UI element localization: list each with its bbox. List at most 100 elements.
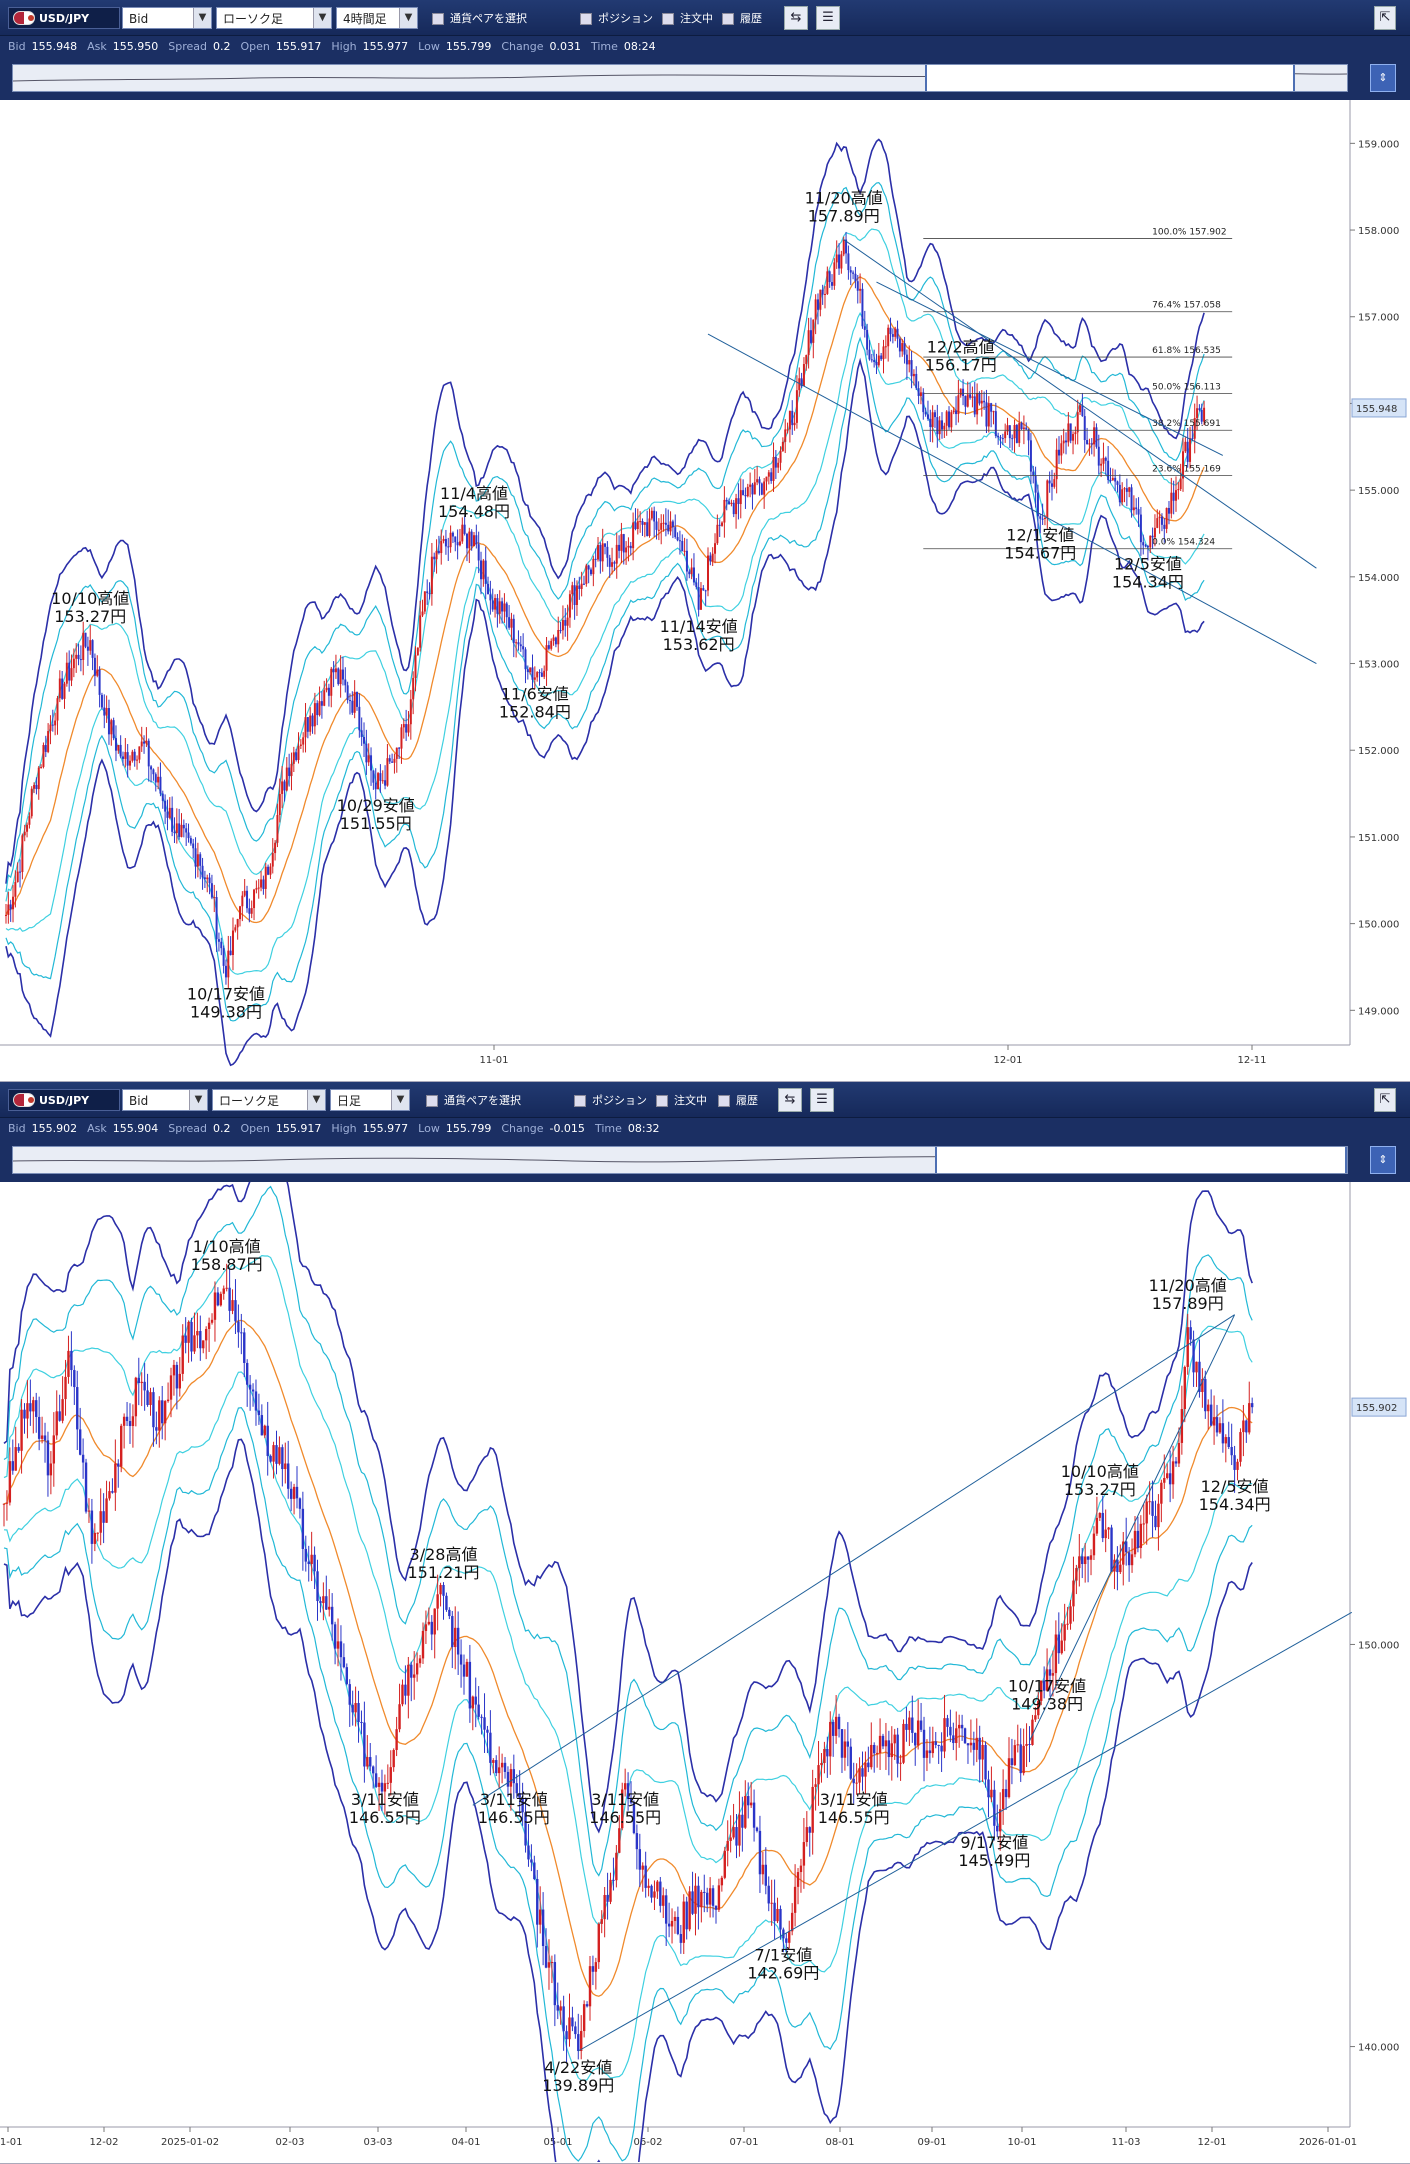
orders-toggle[interactable]: 注文中	[662, 7, 713, 29]
candle-bull	[1177, 1442, 1181, 1464]
indicator-icon[interactable]: ☰	[816, 6, 840, 30]
candle-bull	[175, 823, 178, 834]
timeframe-select[interactable]: 日足 ▼	[330, 1089, 410, 1111]
zoom-lock-icon[interactable]: ⇕	[1370, 1146, 1396, 1174]
moving-average-line	[3, 1319, 1253, 1997]
candle-bull	[945, 411, 948, 426]
chart-settings-icon[interactable]: ⇆	[784, 6, 808, 30]
candle-bear	[298, 1498, 302, 1509]
annotation-price: 153.62円	[663, 635, 735, 654]
candle-bull	[1089, 1555, 1093, 1560]
candle-bear	[208, 877, 211, 884]
checkbox[interactable]	[580, 12, 592, 25]
candle-bull	[402, 724, 405, 728]
candle-bull	[601, 543, 604, 562]
collapse-icon[interactable]: ⇱	[1374, 6, 1396, 30]
candle-bear	[103, 707, 106, 716]
candle-bear	[870, 359, 873, 361]
candle-bear	[51, 724, 54, 726]
chart-type-select[interactable]: ローソク足 ▼	[212, 1089, 326, 1111]
annotation-price: 146.55円	[818, 1808, 890, 1827]
candle-bull	[720, 1877, 724, 1886]
candle-bull	[1145, 1501, 1148, 1524]
position-toggle[interactable]: ポジション	[574, 1089, 647, 1111]
y-tick-label: 155.000	[1358, 486, 1399, 497]
candle-bear	[267, 866, 270, 875]
candle-bull	[465, 1661, 469, 1677]
candle-bull	[749, 484, 752, 487]
y-tick-label: 153.000	[1358, 660, 1399, 671]
candle-bull	[990, 1789, 993, 1798]
candle-bear	[1107, 460, 1110, 481]
timeframe-select[interactable]: 4時間足 ▼	[336, 7, 418, 29]
candle-bull	[811, 1786, 814, 1833]
annotation-price: 152.84円	[499, 702, 571, 721]
top-chart-panel: USD/JPY Bid ▼ ローソク足 ▼ 4時間足 ▼ 通貨ペアを選択 ポジション …	[0, 0, 1410, 1082]
candle-bull	[632, 522, 635, 549]
checkbox[interactable]	[722, 12, 734, 25]
candle-bear	[896, 1734, 899, 1764]
candle-bear	[44, 745, 47, 752]
checkbox[interactable]	[656, 1094, 668, 1107]
zoom-lock-icon[interactable]: ⇕	[1370, 64, 1396, 92]
candle-bull	[959, 388, 962, 396]
candle-bear	[70, 1350, 73, 1371]
candle-bear	[1192, 1339, 1195, 1373]
candle-bull	[834, 1716, 838, 1736]
candle-bear	[849, 1746, 852, 1779]
candle-bear	[171, 807, 174, 832]
checkbox[interactable]	[718, 1094, 730, 1107]
candle-bull	[96, 1532, 99, 1534]
candle-bear	[325, 1596, 328, 1610]
orders-toggle[interactable]: 注文中	[656, 1089, 707, 1111]
candle-bull	[887, 327, 890, 347]
candle-bull	[16, 871, 19, 882]
symbol-selector[interactable]: USD/JPY	[8, 7, 120, 29]
candle-bear	[150, 766, 153, 770]
indicator-icon[interactable]: ☰	[810, 1088, 834, 1112]
candle-bull	[776, 1908, 779, 1922]
navigator-selection[interactable]	[925, 65, 1295, 91]
candle-bull	[383, 1783, 387, 1792]
chart-type-select[interactable]: ローソク足 ▼	[216, 7, 332, 29]
candle-bear	[755, 1827, 759, 1831]
candle-bull	[611, 562, 614, 567]
history-toggle[interactable]: 履歴	[722, 7, 762, 29]
price-type-select[interactable]: Bid ▼	[122, 7, 212, 29]
position-toggle[interactable]: ポジション	[580, 7, 653, 29]
candle-bear	[582, 583, 585, 585]
candle-bull	[1163, 1478, 1166, 1483]
checkbox[interactable]	[662, 12, 674, 25]
candle-bear	[831, 1721, 835, 1736]
candle-bear	[269, 1455, 272, 1462]
candle-bull	[1189, 438, 1192, 462]
price-type-select[interactable]: Bid ▼	[122, 1089, 208, 1111]
chart-settings-icon[interactable]: ⇆	[778, 1088, 802, 1112]
candle-bull	[1139, 1523, 1143, 1548]
candle-bull	[1111, 477, 1114, 481]
history-toggle[interactable]: 履歴	[718, 1089, 758, 1111]
navigator-window[interactable]	[12, 1146, 1348, 1174]
candle-bull	[807, 330, 810, 356]
candle-bear	[742, 490, 745, 496]
symbol-selector[interactable]: USD/JPY	[8, 1089, 120, 1111]
candle-bull	[99, 1511, 102, 1533]
pair-select-toggle[interactable]: 通貨ペアを選択	[432, 7, 527, 29]
candle-bear	[585, 2004, 589, 2007]
candle-bull	[817, 1765, 820, 1785]
checkbox[interactable]	[426, 1094, 438, 1107]
candle-bear	[483, 1717, 486, 1730]
candle-bear	[728, 501, 731, 505]
candle-bull	[790, 1912, 794, 1932]
candle-bear	[905, 1723, 908, 1730]
candle-bull	[231, 1300, 234, 1311]
candle-bull	[670, 1920, 674, 1927]
checkbox[interactable]	[432, 12, 444, 25]
checkbox[interactable]	[574, 1094, 586, 1107]
candle-bull	[763, 481, 766, 495]
pair-select-toggle[interactable]: 通貨ペアを選択	[426, 1089, 521, 1111]
annotation-price: 149.38円	[190, 1002, 262, 1021]
navigator-selection[interactable]	[935, 1147, 1347, 1173]
navigator-window[interactable]	[12, 64, 1348, 92]
collapse-icon[interactable]: ⇱	[1374, 1088, 1396, 1112]
